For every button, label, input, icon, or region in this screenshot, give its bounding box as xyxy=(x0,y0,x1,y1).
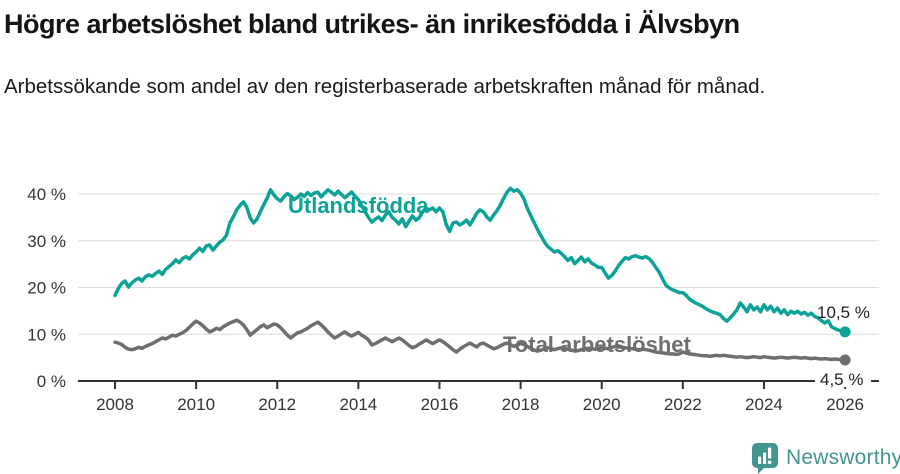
gridlines xyxy=(78,193,879,382)
y-tick-label: 30 % xyxy=(27,232,66,251)
y-tick-label: 20 % xyxy=(27,279,66,298)
x-axis: 2008 2010 2012 2014 2016 2018 2020 2022 2024 2026 xyxy=(96,381,864,414)
brand-name: Newsworthy xyxy=(786,446,900,469)
chart-subtitle: Arbetssökande som andel av den registerb… xyxy=(4,75,766,98)
series-label-utlandsfodda: Utlandsfödda xyxy=(288,193,429,218)
x-tick-label: 2026 xyxy=(826,395,864,414)
y-tick-label: 0 % xyxy=(37,372,66,391)
x-tick-label: 2012 xyxy=(258,395,296,414)
y-axis-labels: 0 % 10 % 20 % 30 % 40 % xyxy=(27,185,66,391)
series-end-dot xyxy=(839,354,851,366)
y-tick-label: 40 % xyxy=(27,185,66,204)
end-value-label-total: 4,5 % xyxy=(820,370,863,389)
series-end-dot xyxy=(839,326,851,338)
end-value-label-utlandsfodda: 10,5 % xyxy=(817,303,870,322)
chart-area: 0 % 10 % 20 % 30 % 40 % 2008 2010 2012 2014 2016… xyxy=(0,155,900,425)
line-chart: 0 % 10 % 20 % 30 % 40 % 2008 2010 2012 2014 2016… xyxy=(27,185,879,414)
x-tick-label: 2016 xyxy=(421,395,459,414)
bar-chart-speech-bubble-icon xyxy=(752,443,778,474)
series-line-total xyxy=(113,318,847,362)
x-tick-label: 2022 xyxy=(664,395,702,414)
series-line-utlandsfodda xyxy=(113,186,847,334)
x-tick-label: 2014 xyxy=(339,395,377,414)
x-tick-label: 2008 xyxy=(96,395,134,414)
newsworthy-logo: Newsworthy xyxy=(751,442,900,474)
series-label-total: Total arbetslöshet xyxy=(503,332,692,357)
x-tick-label: 2024 xyxy=(745,395,783,414)
x-tick-label: 2020 xyxy=(583,395,621,414)
page-title: Högre arbetslöshet bland utrikes- än inr… xyxy=(4,9,740,39)
x-tick-label: 2010 xyxy=(177,395,215,414)
x-tick-label: 2018 xyxy=(502,395,540,414)
end-label-mask xyxy=(815,371,871,387)
series-lines xyxy=(113,186,851,366)
y-tick-label: 10 % xyxy=(27,325,66,344)
